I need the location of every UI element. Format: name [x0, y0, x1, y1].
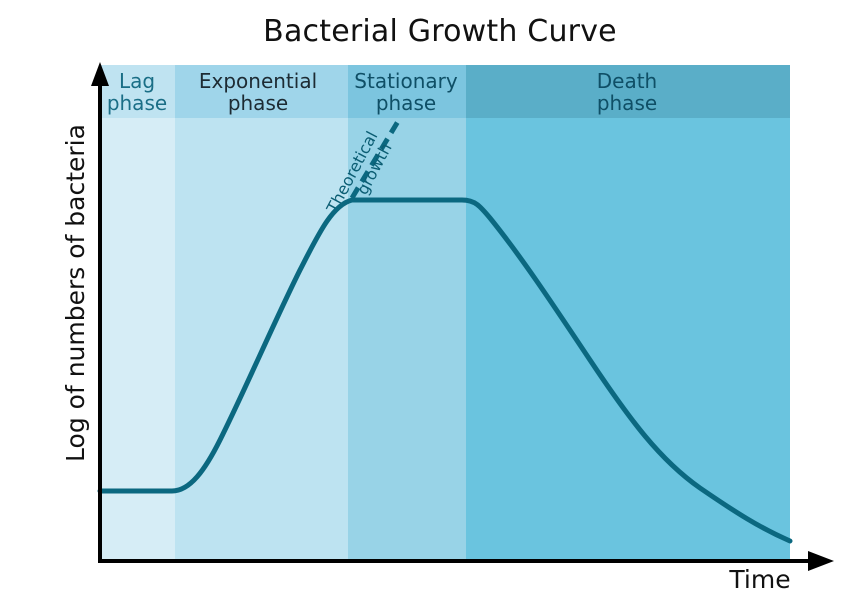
x-axis-label: Time — [728, 565, 790, 594]
stationary-phase-label: Stationary — [354, 69, 458, 93]
growth-curve — [97, 197, 793, 544]
lag-phase-region — [100, 65, 175, 560]
lag-phase-label-2: phase — [107, 91, 167, 115]
phase-backgrounds — [100, 65, 790, 560]
exponential-phase-header — [175, 65, 348, 118]
theoretical-growth-line — [349, 116, 403, 200]
lag-phase-header — [100, 65, 175, 118]
death-phase-label: Death — [597, 69, 657, 93]
exponential-phase-region — [175, 65, 348, 560]
exponential-phase-label: Exponential — [199, 69, 317, 93]
stationary-phase-header — [348, 65, 466, 118]
y-axis-label: Log of numbers of bacteria — [61, 124, 90, 462]
death-phase-label-2: phase — [597, 91, 657, 115]
chart-title: Bacterial Growth Curve — [263, 14, 617, 49]
x-axis-arrow-icon — [808, 551, 834, 571]
phase-labels: Lag phase Exponential phase Stationary p… — [107, 69, 657, 115]
axes — [91, 62, 834, 571]
exponential-phase-label-2: phase — [228, 91, 288, 115]
phase-header-bands — [100, 65, 790, 118]
y-axis-arrow-icon — [91, 62, 109, 86]
death-phase-region — [466, 65, 790, 560]
stationary-phase-region — [348, 65, 466, 560]
stationary-phase-label-2: phase — [376, 91, 436, 115]
death-phase-header — [466, 65, 790, 118]
lag-phase-label: Lag — [119, 69, 155, 93]
